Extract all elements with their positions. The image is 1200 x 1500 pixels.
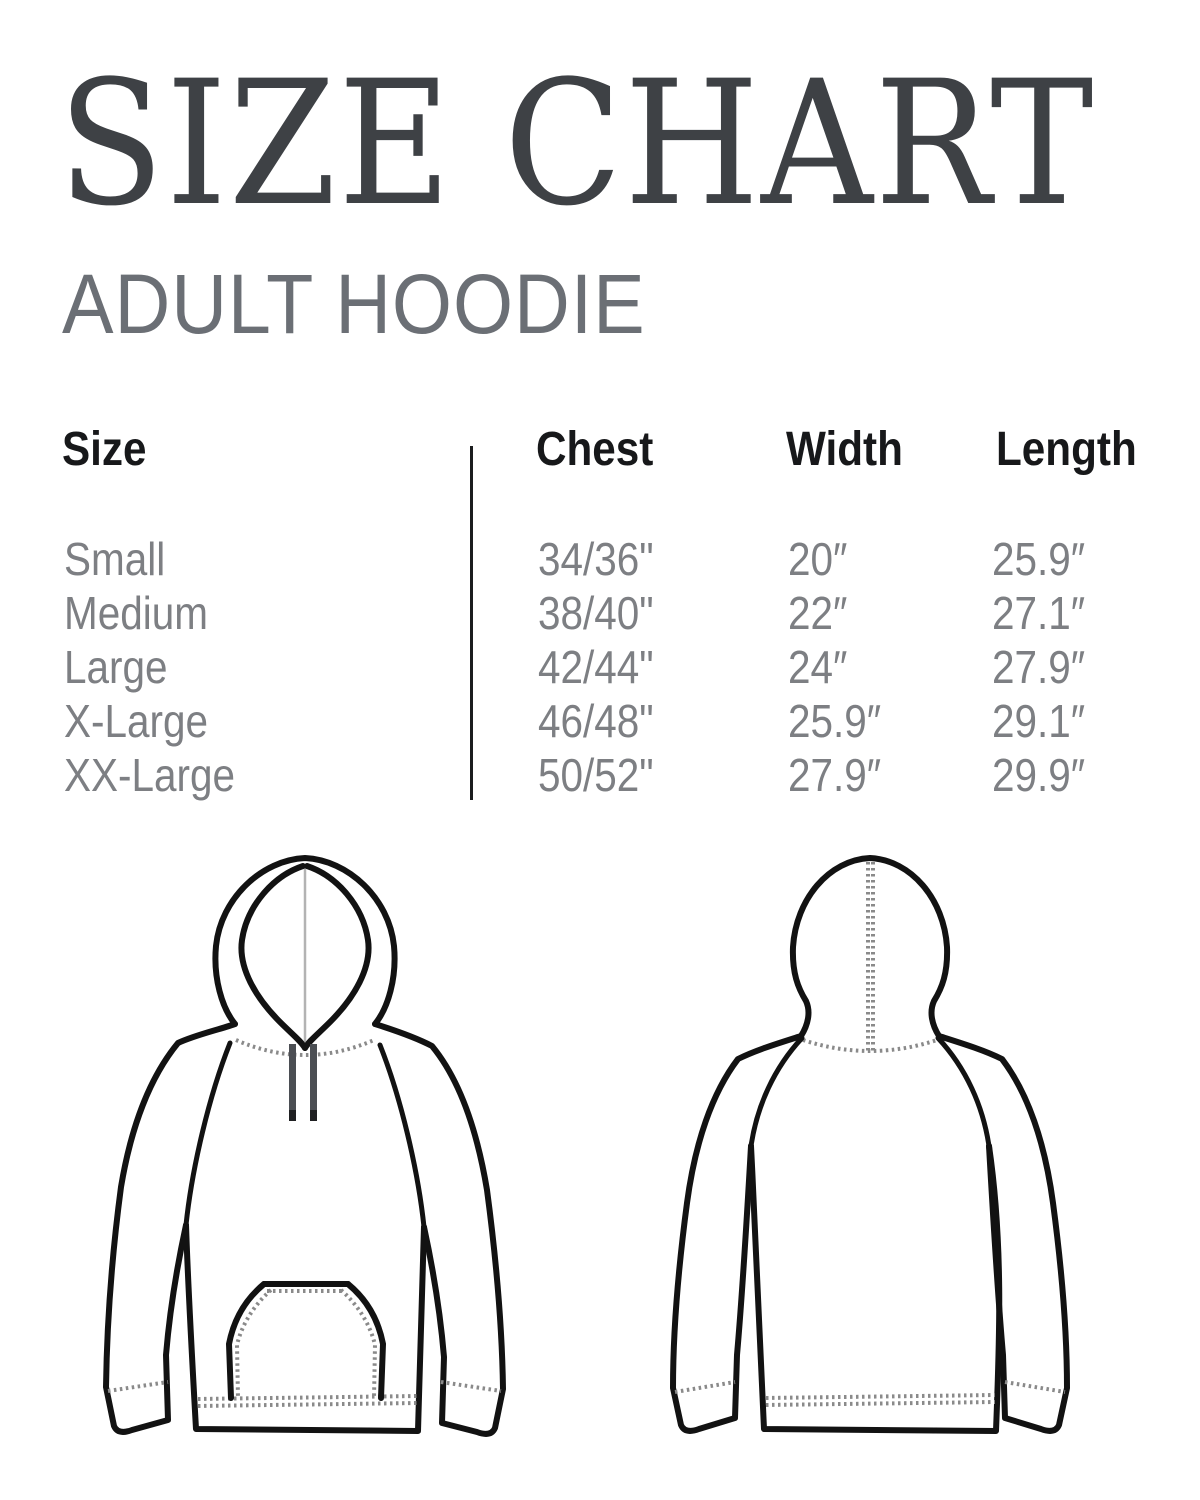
size-cell: XX-Large (64, 749, 236, 801)
hoodie-front-illustration (103, 855, 506, 1437)
length-cell: 29.9″ (992, 749, 1086, 801)
column-header-size: Size (62, 423, 147, 476)
length-cell: 25.9″ (992, 533, 1086, 585)
size-cell: Large (64, 641, 168, 693)
column-header-length: Length (996, 423, 1137, 476)
hoodie-back-illustration (670, 855, 1070, 1434)
drawstring-left-tip (289, 1110, 296, 1121)
column-header-width: Width (786, 423, 903, 476)
chest-column: 34/36" 38/40" 42/44" 46/48" 50/52" (538, 532, 654, 802)
chest-cell: 46/48" (538, 695, 654, 747)
size-column: Small Medium Large X-Large XX-Large (64, 532, 235, 802)
length-cell: 27.9″ (992, 641, 1086, 693)
size-cell: Small (64, 533, 166, 585)
front-hood-outline (212, 855, 398, 1027)
length-column: 25.9″ 27.1″ 27.9″ 29.1″ 29.9″ (992, 532, 1085, 802)
drawstring-left (289, 1044, 296, 1112)
back-hood-outline (789, 855, 951, 1039)
size-cell: X-Large (64, 695, 209, 747)
front-left-sleeve (103, 1021, 238, 1435)
drawstring-right-tip (310, 1110, 317, 1121)
back-body-outline (748, 1143, 1003, 1434)
width-cell: 25.9″ (788, 695, 882, 747)
back-left-armhole-seam (748, 1035, 805, 1149)
chest-cell: 50/52" (538, 749, 654, 801)
back-neckline-stitch (802, 1038, 938, 1053)
chest-cell: 42/44" (538, 641, 654, 693)
front-left-armhole-seam (183, 1040, 233, 1228)
front-left-cuff-stitch (107, 1380, 169, 1393)
back-right-sleeve (936, 1033, 1070, 1434)
table-divider-line (470, 446, 473, 800)
front-hood-opening-left (238, 863, 308, 1051)
chest-cell: 34/36" (538, 533, 654, 585)
front-body-outline (183, 1222, 427, 1434)
width-cell: 27.9″ (788, 749, 882, 801)
page-subtitle: ADULT HOODIE (62, 257, 646, 351)
front-right-sleeve (372, 1021, 506, 1437)
back-hem-stitch-1 (765, 1393, 996, 1400)
front-right-cuff-stitch (440, 1380, 502, 1393)
pocket-right-stitch (339, 1288, 378, 1399)
width-cell: 20″ (788, 533, 848, 585)
column-header-chest: Chest (536, 423, 654, 476)
back-left-sleeve (670, 1033, 804, 1434)
front-hem-stitch-2 (197, 1401, 418, 1408)
back-right-armhole-seam (935, 1035, 992, 1149)
pocket-left-stitch (234, 1288, 273, 1399)
back-right-cuff-stitch (1004, 1380, 1066, 1394)
pocket-left-edge (226, 1281, 267, 1401)
length-cell: 27.1″ (992, 587, 1086, 639)
size-cell: Medium (64, 587, 208, 639)
width-column: 20″ 22″ 24″ 25.9″ 27.9″ (788, 532, 881, 802)
front-right-armhole-seam (377, 1042, 427, 1230)
length-cell: 29.1″ (992, 695, 1086, 747)
front-hood-opening-right (302, 863, 372, 1051)
back-left-cuff-stitch (674, 1380, 736, 1394)
pocket-right-edge (345, 1281, 386, 1401)
width-cell: 22″ (788, 587, 848, 639)
width-cell: 24″ (788, 641, 848, 693)
chest-cell: 38/40" (538, 587, 654, 639)
page-title: SIZE CHART (58, 43, 1096, 244)
size-table: Size Chest Width Length Small Medium Lar… (0, 420, 1200, 820)
back-hem-stitch-2 (765, 1400, 996, 1407)
front-hem-stitch-1 (197, 1394, 418, 1401)
drawstring-right (310, 1044, 317, 1112)
